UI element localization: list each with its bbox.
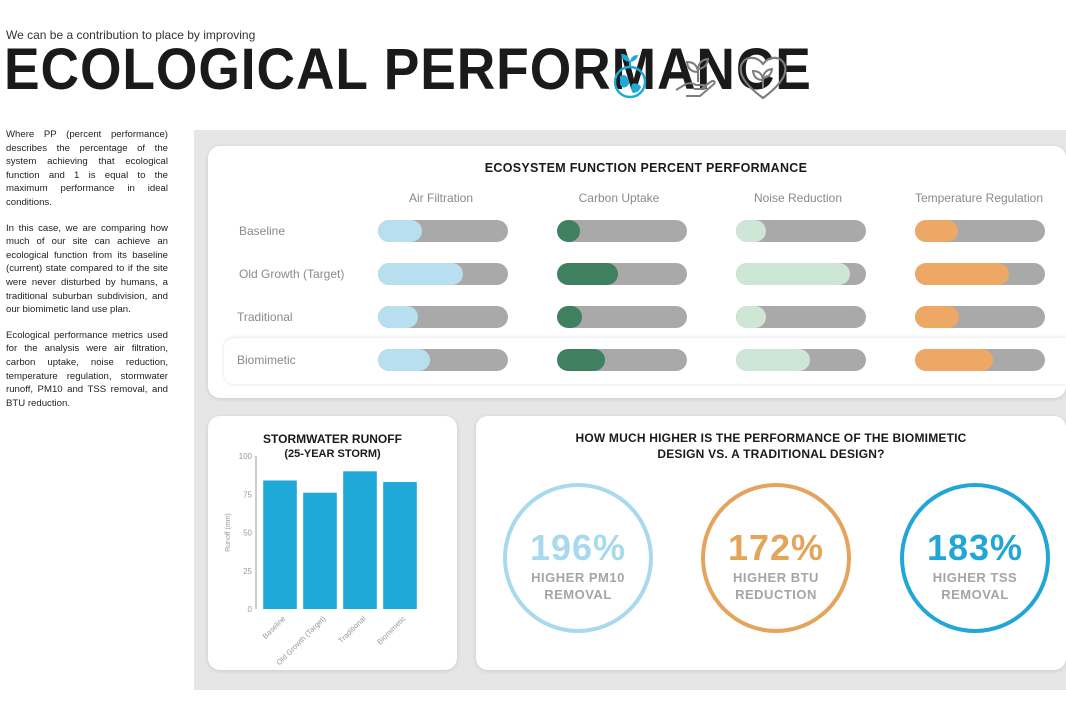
bar-track-biomimetic-air-filtration: [378, 349, 508, 371]
description-text: Where PP (percent performance) describes…: [6, 128, 168, 422]
tss-label: HIGHER TSS REMOVAL: [904, 569, 1046, 603]
btu-label: HIGHER BTU REDUCTION: [705, 569, 847, 603]
bar-fill-old-growth-target-air-filtration: [378, 263, 463, 285]
column-header-noise: Noise Reduction: [753, 191, 843, 205]
y-tick-label: 25: [243, 567, 252, 576]
row-label-traditional: Traditional: [237, 310, 293, 324]
bar-fill-traditional-noise-reduction: [736, 306, 766, 328]
bar-track-traditional-air-filtration: [378, 306, 508, 328]
pm10-circle: 196% HIGHER PM10 REMOVAL: [503, 483, 653, 633]
hand-plant-icon: [672, 52, 718, 102]
header-subtitle: We can be a contribution to place by imp…: [6, 28, 256, 42]
column-header-carbon: Carbon Uptake: [578, 191, 660, 205]
bar-fill-traditional-temperature-regulation: [915, 306, 960, 328]
bar-track-old-growth-target-temperature-regulation: [915, 263, 1045, 285]
stormwater-title: STORMWATER RUNOFF (25-YEAR STORM): [208, 432, 457, 462]
bar-fill-baseline-carbon-uptake: [557, 220, 581, 242]
bar-track-traditional-noise-reduction: [736, 306, 866, 328]
tss-label-line1: HIGHER TSS: [932, 570, 1018, 585]
column-header-air: Air Filtration: [408, 191, 473, 205]
bar-track-biomimetic-carbon-uptake: [557, 349, 687, 371]
bar-track-traditional-carbon-uptake: [557, 306, 687, 328]
bar-track-baseline-temperature-regulation: [915, 220, 1045, 242]
icon-group: [608, 52, 790, 102]
y-tick-label: 100: [239, 452, 253, 461]
btu-percent: 172%: [727, 527, 825, 568]
pm10-label-line2: REMOVAL: [544, 587, 612, 602]
bar-fill-old-growth-target-carbon-uptake: [557, 263, 619, 285]
bar-track-baseline-carbon-uptake: [557, 220, 687, 242]
stormwater-subtitle-text: (25-YEAR STORM): [284, 448, 381, 460]
x-tick-label: Baseline: [261, 614, 288, 641]
bar-track-biomimetic-temperature-regulation: [915, 349, 1045, 371]
y-tick-label: 50: [243, 529, 252, 538]
btu-circle: 172% HIGHER BTU REDUCTION: [701, 483, 851, 633]
bar-track-baseline-air-filtration: [378, 220, 508, 242]
ecosystem-chart-title: ECOSYSTEM FUNCTION PERCENT PERFORMANCE: [484, 161, 808, 175]
description-paragraph: Where PP (percent performance) describes…: [6, 129, 168, 208]
bar-fill-biomimetic-temperature-regulation: [915, 349, 993, 371]
runoff-bar-3: [383, 482, 417, 609]
bar-fill-traditional-carbon-uptake: [557, 306, 582, 328]
x-tick-label: Traditional: [336, 614, 367, 645]
bar-fill-old-growth-target-noise-reduction: [736, 263, 851, 285]
y-tick-label: 75: [243, 490, 252, 499]
comparison-title: HOW MUCH HIGHER IS THE PERFORMANCE OF TH…: [536, 430, 1006, 462]
tss-circle: 183% HIGHER TSS REMOVAL: [900, 483, 1050, 633]
runoff-bar-1: [303, 492, 337, 609]
tss-percent: 183%: [926, 527, 1024, 568]
btu-label-line2: REDUCTION: [735, 587, 817, 602]
row-label-old-growth: Old Growth (Target): [239, 267, 345, 281]
bar-track-old-growth-target-noise-reduction: [736, 263, 866, 285]
bar-track-traditional-temperature-regulation: [915, 306, 1045, 328]
runoff-bar-2: [343, 471, 377, 609]
y-tick-label: 0: [248, 605, 253, 614]
comparison-title-line2: DESIGN VS. A TRADITIONAL DESIGN?: [657, 447, 885, 461]
bar-track-old-growth-target-carbon-uptake: [557, 263, 687, 285]
bar-fill-biomimetic-carbon-uptake: [557, 349, 606, 371]
bar-track-old-growth-target-air-filtration: [378, 263, 508, 285]
stormwater-title-text: STORMWATER RUNOFF: [263, 432, 402, 446]
row-label-baseline: Baseline: [239, 224, 286, 238]
bar-fill-baseline-temperature-regulation: [915, 220, 958, 242]
bar-track-biomimetic-noise-reduction: [736, 349, 866, 371]
btu-label-line1: HIGHER BTU: [733, 570, 819, 585]
bar-fill-baseline-air-filtration: [378, 220, 423, 242]
description-paragraph: In this case, we are comparing how much …: [6, 222, 168, 316]
bar-fill-baseline-noise-reduction: [736, 220, 766, 242]
bar-track-baseline-noise-reduction: [736, 220, 866, 242]
bar-fill-biomimetic-noise-reduction: [736, 349, 811, 371]
pm10-percent: 196%: [529, 527, 627, 568]
bar-fill-biomimetic-air-filtration: [378, 349, 430, 371]
comparison-card: HOW MUCH HIGHER IS THE PERFORMANCE OF TH…: [476, 416, 1066, 670]
runoff-bar-0: [263, 480, 297, 609]
y-axis-label: Runoff (mm): [225, 513, 232, 552]
comparison-title-line1: HOW MUCH HIGHER IS THE PERFORMANCE OF TH…: [575, 431, 967, 445]
x-tick-label: Biomimetic: [375, 614, 407, 646]
bar-fill-traditional-air-filtration: [378, 306, 419, 328]
tss-label-line2: REMOVAL: [941, 587, 1009, 602]
column-header-temperature: Temperature Regulation: [914, 191, 1044, 205]
earth-sprout-icon: [608, 52, 654, 102]
pm10-label-line1: HIGHER PM10: [531, 570, 625, 585]
bar-fill-old-growth-target-temperature-regulation: [915, 263, 1009, 285]
pm10-label: HIGHER PM10 REMOVAL: [507, 569, 649, 603]
heart-leaf-icon: [736, 52, 790, 102]
stormwater-card: STORMWATER RUNOFF (25-YEAR STORM) 0 25 50 7…: [208, 416, 457, 670]
page-title: ECOLOGICAL PERFORMANCE: [4, 37, 812, 102]
row-label-biomimetic: Biomimetic: [237, 353, 296, 367]
description-paragraph: Ecological performance metrics used for …: [6, 329, 168, 409]
